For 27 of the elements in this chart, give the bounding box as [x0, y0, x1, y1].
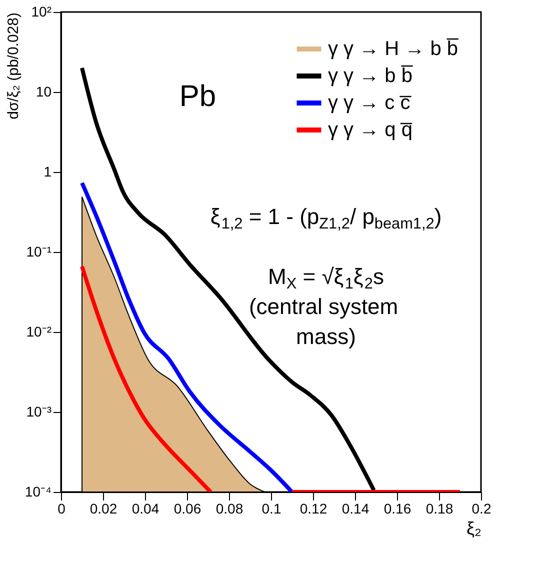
legend-label: γ γ → H → b b̅ — [328, 38, 459, 60]
y-tick-label: 10⁻⁴ — [24, 484, 52, 500]
y-tick-label: 10⁻³ — [26, 404, 52, 420]
annotation: Pb — [179, 80, 216, 113]
legend-label: γ γ → q q̅ — [328, 119, 412, 141]
y-tick-label: 10⁻² — [26, 324, 52, 340]
annotation: (central system — [248, 294, 398, 319]
x-tick-label: 0.02 — [90, 500, 118, 516]
y-axis-title: dσ/ξ₂ (pb/0.028) — [4, 12, 22, 120]
x-tick-label: 0 — [58, 500, 66, 516]
annotation: mass) — [296, 324, 356, 349]
x-tick-label: 0.1 — [262, 500, 282, 516]
x-tick-label: 0.18 — [426, 500, 454, 516]
legend-label: γ γ → c c̅ — [328, 92, 412, 114]
x-tick-label: 0.04 — [132, 500, 160, 516]
legend-label: γ γ → b b̅ — [328, 65, 414, 87]
y-tick-label: 1 — [44, 164, 52, 180]
y-tick-label: 10² — [31, 4, 52, 20]
x-tick-label: 0.16 — [384, 500, 412, 516]
y-tick-label: 10 — [36, 84, 52, 100]
x-tick-label: 0.12 — [300, 500, 328, 516]
x-tick-label: 0.06 — [174, 500, 202, 516]
x-tick-label: 0.2 — [472, 500, 492, 516]
x-tick-label: 0.08 — [216, 500, 244, 516]
y-tick-label: 10⁻¹ — [26, 244, 52, 260]
x-axis-title: ξ₂ — [466, 518, 482, 538]
x-tick-label: 0.14 — [342, 500, 370, 516]
